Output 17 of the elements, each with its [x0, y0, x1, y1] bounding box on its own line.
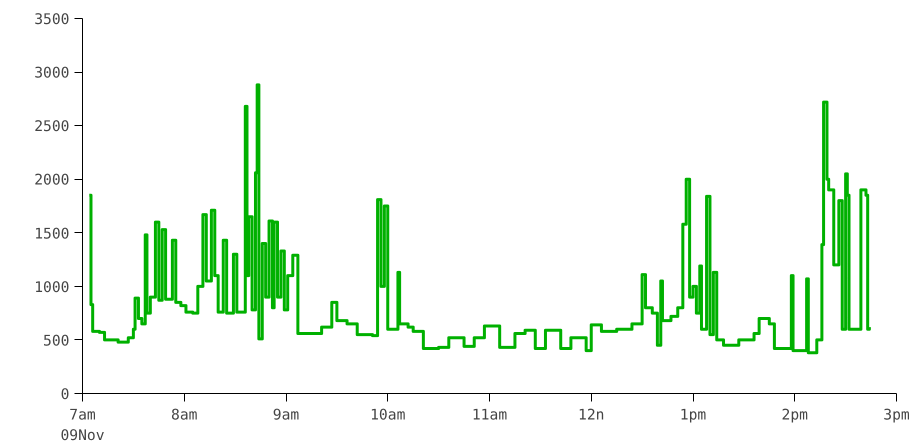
x-tick-label: 8am — [171, 406, 198, 424]
x-tick-label: 11am — [472, 406, 508, 424]
y-tick-label: 1500 — [34, 225, 70, 242]
x-tick-label: 12n — [578, 406, 604, 424]
y-tick-label: 2500 — [34, 118, 70, 136]
y-tick-label: 1000 — [34, 278, 70, 296]
x-tick-label: 1pm — [680, 406, 706, 424]
x-tick-label: 2pm — [782, 406, 808, 424]
y-tick-label: 500 — [43, 332, 70, 350]
x-tick-label: 9am — [272, 406, 300, 424]
x-tick-label: 7am 09Nov — [60, 406, 105, 444]
x-tick-label: 10am — [370, 406, 406, 424]
y-tick-label: 3000 — [34, 64, 70, 82]
y-tick-label: 3500 — [34, 11, 70, 28]
y-tick-label: 2000 — [34, 172, 70, 189]
x-tick-label: 3pm — [883, 406, 910, 424]
y-tick-label: 0 — [60, 386, 70, 403]
